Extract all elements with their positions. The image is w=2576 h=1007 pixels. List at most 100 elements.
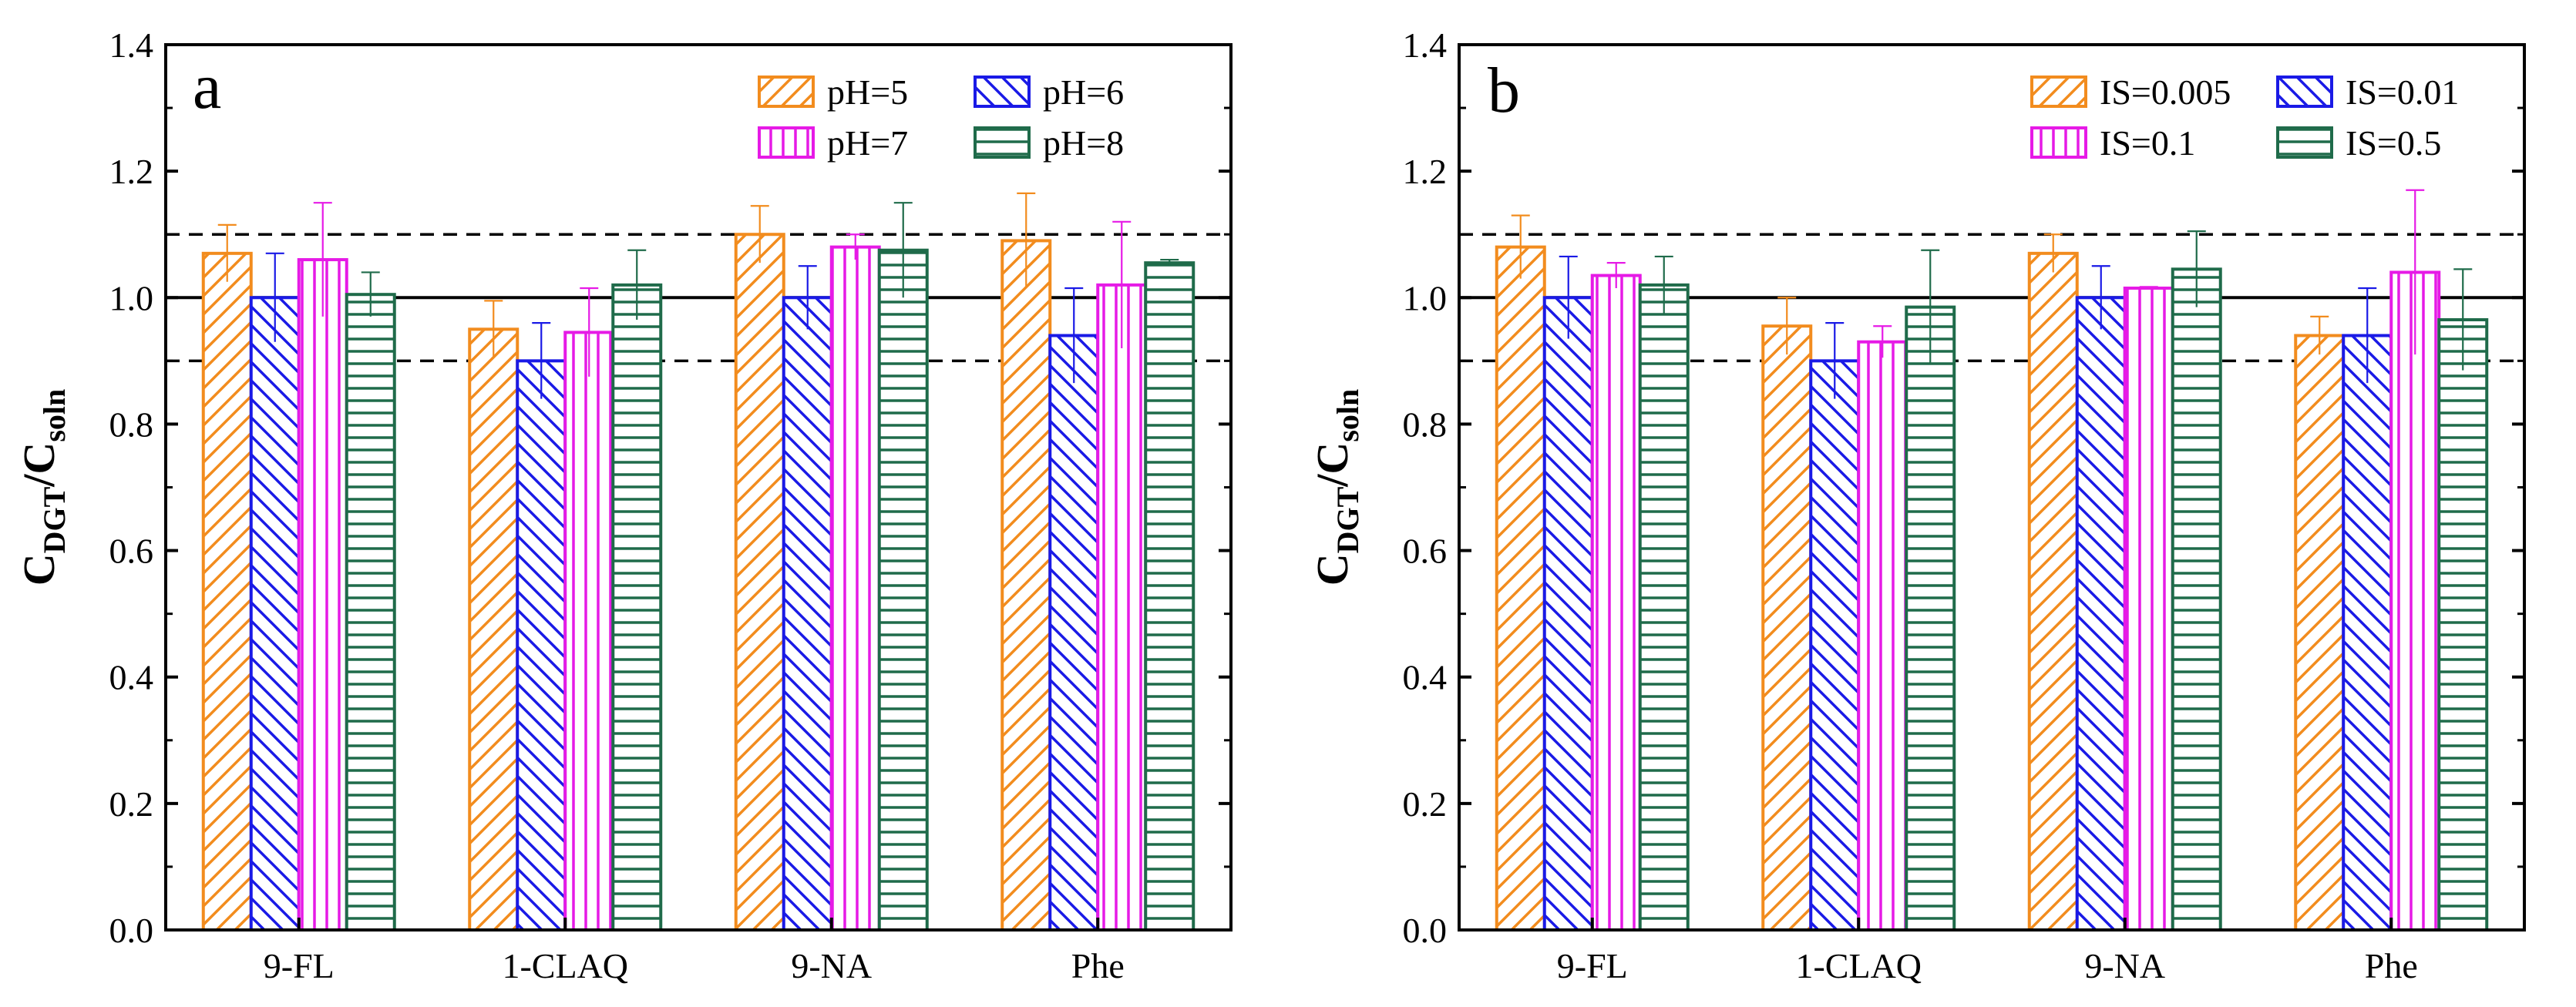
x-tick-label: 9-NA xyxy=(2084,946,2165,985)
error-bar-9-FL-pH=7 xyxy=(313,202,332,317)
x-tick-label: 1-CLAQ xyxy=(502,946,628,985)
y-tick-label: 0.4 xyxy=(109,658,154,697)
error-bar-9-NA-pH=5 xyxy=(750,205,769,263)
y-axis-label: CDGT/Csoln xyxy=(1307,389,1365,586)
bar-9-FL-pH=8 xyxy=(345,293,396,931)
legend-swatch xyxy=(2276,76,2333,108)
bar-9-FL-pH=5 xyxy=(201,251,253,932)
bar-9-FL-IS=0.1 xyxy=(1590,274,1642,931)
error-bar-9-FL-pH=6 xyxy=(265,252,284,342)
legend-swatch xyxy=(2276,126,2333,159)
bar-9-FL-pH=6 xyxy=(249,296,301,931)
y-axis-label: CDGT/Csoln xyxy=(14,389,72,586)
x-tick-label: Phe xyxy=(2365,946,2418,985)
bar-9-NA-pH=8 xyxy=(877,248,929,932)
error-bar-Phe-IS=0.01 xyxy=(2358,287,2377,384)
y-tick-label: 0.2 xyxy=(1403,784,1448,824)
error-bar-Phe-IS=0.1 xyxy=(2406,189,2425,355)
error-bar-9-NA-IS=0.1 xyxy=(2139,286,2158,290)
x-tick-label: 9-NA xyxy=(791,946,872,985)
legend-label: pH=6 xyxy=(1043,72,1124,112)
legend-label: pH=7 xyxy=(827,123,908,163)
y-tick-label: 1.0 xyxy=(1403,278,1448,317)
bar-1-CLAQ-IS=0.1 xyxy=(1857,340,1908,931)
y-tick-label: 1.4 xyxy=(109,25,154,65)
bar-9-NA-pH=5 xyxy=(734,233,785,931)
bar-9-NA-pH=6 xyxy=(782,296,833,931)
legend-label: pH=5 xyxy=(827,72,908,112)
x-tick-label: 9-FL xyxy=(1557,946,1628,985)
bar-9-NA-IS=0.01 xyxy=(2075,296,2127,931)
error-bar-1-CLAQ-pH=7 xyxy=(580,287,599,377)
bar-Phe-pH=5 xyxy=(1000,239,1052,931)
legend-swatch xyxy=(2030,76,2087,108)
bar-Phe-pH=6 xyxy=(1048,334,1100,931)
legend-label: IS=0.1 xyxy=(2100,123,2195,163)
bar-9-FL-IS=0.005 xyxy=(1495,245,1546,931)
error-bar-9-FL-IS=0.1 xyxy=(1606,262,1626,288)
bar-1-CLAQ-pH=5 xyxy=(468,327,520,932)
bar-9-NA-IS=0.5 xyxy=(2171,267,2222,931)
y-tick-label: 1.2 xyxy=(109,152,154,191)
legend-label: pH=8 xyxy=(1043,123,1124,163)
error-bar-9-FL-IS=0.5 xyxy=(1654,255,1673,314)
y-tick-label: 0.0 xyxy=(1403,911,1448,950)
error-bar-Phe-IS=0.5 xyxy=(2453,268,2473,371)
legend-swatch xyxy=(2030,126,2087,159)
error-bar-1-CLAQ-pH=6 xyxy=(532,322,551,399)
x-tick-label: 9-FL xyxy=(264,946,335,985)
panel-a: 0.0 0.2 0.4 0.6 0.8 1.0 1.2 1.4 9-FL 1-CLAQ 9-NA Ph… xyxy=(14,25,1233,985)
y-tick-label: 1.4 xyxy=(1403,25,1448,65)
panel-letter: a xyxy=(193,51,221,123)
bar-1-CLAQ-pH=8 xyxy=(611,283,663,932)
legend-swatch xyxy=(758,76,815,108)
bar-9-FL-pH=7 xyxy=(297,258,348,931)
y-tick-label: 0.6 xyxy=(1403,532,1448,571)
legend-swatch xyxy=(974,76,1031,108)
bar-1-CLAQ-IS=0.01 xyxy=(1809,359,1861,932)
bar-1-CLAQ-IS=0.005 xyxy=(1761,324,1813,932)
error-bar-Phe-pH=5 xyxy=(1017,192,1036,288)
bar-Phe-IS=0.005 xyxy=(2294,334,2346,931)
panel-letter: b xyxy=(1488,55,1520,126)
y-tick-label: 0.8 xyxy=(1403,404,1448,444)
error-bar-Phe-pH=7 xyxy=(1112,220,1132,348)
error-bar-9-FL-pH=8 xyxy=(361,271,380,317)
error-bar-9-NA-pH=6 xyxy=(798,265,817,330)
y-tick-label: 0.0 xyxy=(109,911,154,950)
bar-9-NA-IS=0.005 xyxy=(2027,251,2079,932)
bar-9-NA-IS=0.1 xyxy=(2123,286,2174,932)
bar-1-CLAQ-pH=6 xyxy=(516,359,567,932)
error-bar-Phe-pH=8 xyxy=(1160,258,1179,267)
bar-1-CLAQ-pH=7 xyxy=(563,331,615,931)
legend-label: IS=0.01 xyxy=(2346,72,2459,112)
bar-1-CLAQ-IS=0.5 xyxy=(1905,305,1956,931)
error-bar-9-NA-pH=8 xyxy=(893,202,913,298)
y-tick-label: 1.2 xyxy=(1403,152,1448,191)
error-bar-9-FL-IS=0.01 xyxy=(1559,255,1578,339)
error-bar-1-CLAQ-pH=5 xyxy=(484,300,503,358)
y-tick-label: 0.8 xyxy=(109,404,154,444)
error-bar-9-NA-IS=0.01 xyxy=(2091,265,2110,330)
error-bar-9-NA-IS=0.5 xyxy=(2187,230,2206,307)
y-tick-label: 0.6 xyxy=(109,532,154,571)
error-bar-9-FL-pH=5 xyxy=(217,223,237,282)
bar-Phe-IS=0.5 xyxy=(2437,318,2489,931)
error-bar-1-CLAQ-pH=8 xyxy=(627,249,647,321)
x-tick-label: 1-CLAQ xyxy=(1795,946,1922,985)
error-bar-1-CLAQ-IS=0.1 xyxy=(1873,325,1892,358)
bar-9-NA-pH=7 xyxy=(829,245,881,931)
error-bar-1-CLAQ-IS=0.01 xyxy=(1825,322,1845,399)
bar-9-FL-IS=0.01 xyxy=(1542,296,1594,931)
error-bar-1-CLAQ-IS=0.5 xyxy=(1921,249,1940,364)
legend-label: IS=0.5 xyxy=(2346,123,2441,163)
y-tick-label: 0.4 xyxy=(1403,658,1448,697)
y-tick-label: 1.0 xyxy=(109,278,154,317)
legend-swatch xyxy=(974,126,1031,159)
error-bar-9-NA-IS=0.005 xyxy=(2043,233,2063,273)
error-bar-9-FL-IS=0.005 xyxy=(1511,214,1530,279)
bar-Phe-IS=0.01 xyxy=(2342,334,2393,931)
y-tick-label: 0.2 xyxy=(109,784,154,824)
error-bar-Phe-pH=6 xyxy=(1064,287,1084,384)
